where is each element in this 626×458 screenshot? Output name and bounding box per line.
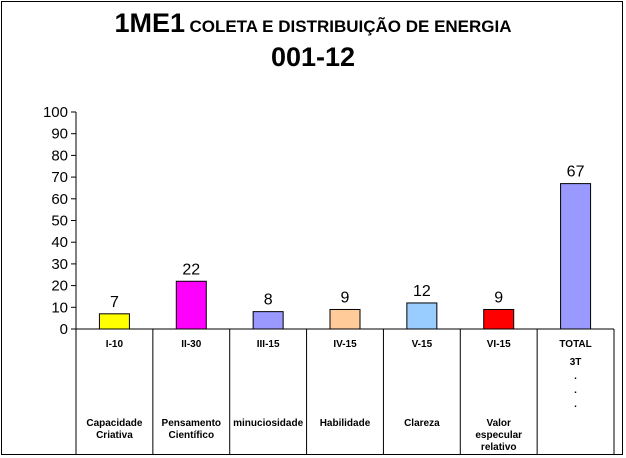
category-detail: Clareza: [404, 418, 440, 429]
bar-value-label: 8: [264, 292, 273, 309]
bar-layer: [98, 183, 592, 330]
bar-iii-15: [252, 311, 284, 330]
y-tick-label: 20: [51, 278, 68, 295]
category-label: IV-15: [333, 339, 357, 350]
label-layer: 7 22 8 9 12 9 67: [110, 164, 585, 311]
y-tick-label: 30: [51, 256, 68, 273]
bar-ii-30: [175, 280, 207, 330]
y-tick-label: 60: [51, 191, 68, 208]
category-label: III-15: [257, 339, 280, 350]
category-label: VI-15: [487, 339, 511, 350]
category-detail: 3T: [570, 357, 582, 368]
category-detail: especular: [475, 430, 522, 441]
y-tick-label: 10: [51, 299, 68, 316]
bar-i-10: [98, 313, 130, 330]
bar-iv-15: [329, 308, 361, 330]
y-tick-label: 70: [51, 169, 68, 186]
category-detail: Habilidade: [320, 418, 371, 429]
category-detail: Pensamento: [162, 418, 221, 429]
bar-value-label: 9: [341, 289, 350, 306]
y-tick-label: 100: [43, 104, 68, 121]
category-label: TOTAL: [559, 339, 591, 350]
y-tick-label: 0: [60, 321, 68, 338]
category-detail: .: [574, 385, 577, 396]
category-detail: minuciosidade: [233, 418, 303, 429]
chart-title-code: 1ME1: [114, 8, 185, 38]
bar-total: [560, 183, 592, 330]
chart-subtitle: 001-12: [270, 42, 356, 72]
category-detail: .: [574, 371, 577, 382]
bar-v-15: [406, 302, 438, 330]
category-detail: Capacidade: [86, 418, 143, 429]
y-tick-label: 40: [51, 234, 68, 251]
category-label: V-15: [412, 339, 433, 350]
bar-value-label: 22: [182, 261, 200, 278]
category-detail: .: [574, 399, 577, 410]
y-tick-label: 90: [51, 126, 68, 143]
category-detail: Científico: [169, 430, 215, 441]
axis-layer: 0 10 20 30 40 50 60 70 80 90 100: [43, 104, 614, 338]
bar-value-label: 67: [567, 164, 585, 181]
category-detail: relativo: [481, 442, 517, 453]
category-label: I-10: [106, 339, 124, 350]
category-detail: Valor: [486, 418, 511, 429]
category-detail: Criativa: [96, 430, 133, 441]
chart-title: 1ME1 COLETA E DISTRIBUIÇÃO DE ENERGIA: [2, 8, 622, 39]
bar-value-label: 9: [494, 289, 503, 306]
bar-vi-15: [483, 308, 515, 330]
category-label: II-30: [181, 339, 201, 350]
chart-title-text: COLETA E DISTRIBUIÇÃO DE ENERGIA: [189, 17, 512, 36]
bar-value-label: 12: [413, 283, 431, 300]
y-tick-label: 50: [51, 213, 68, 230]
bar-value-label: 7: [110, 294, 119, 311]
y-tick-label: 80: [51, 147, 68, 164]
